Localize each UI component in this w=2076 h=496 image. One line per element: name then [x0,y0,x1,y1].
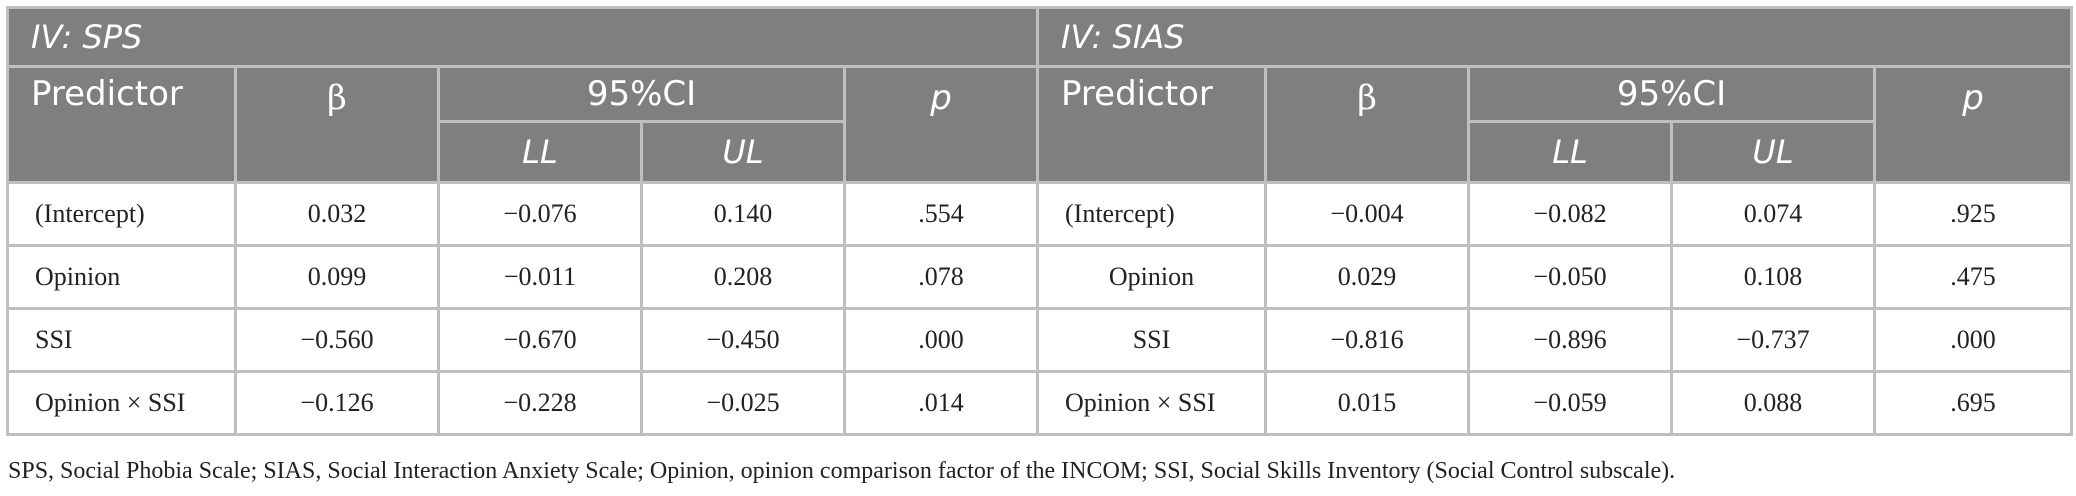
ll-header-sps: LL [437,120,643,184]
predictor-cell: SSI [1036,307,1268,373]
group-header-row: IV: SPS IV: SIAS [5,6,2074,68]
p-cell: .078 [842,244,1040,310]
beta-cell: 0.015 [1264,370,1471,436]
ul-cell: −0.450 [640,307,846,373]
regression-table: IV: SPS IV: SIAS Predictor β 95%CI p Pre… [5,6,2074,436]
predictor-cell: Opinion × SSI [1036,370,1268,436]
p-header-sps: p [842,65,1040,184]
beta-cell: −0.816 [1264,307,1471,373]
predictor-cell: SSI [6,307,237,373]
beta-cell: −0.126 [234,370,440,436]
predictor-cell: (Intercept) [1036,181,1268,247]
ul-cell: −0.737 [1670,307,1877,373]
ul-cell: 0.108 [1670,244,1877,310]
group-title-sps: IV: SPS [5,6,1040,68]
ul-header-sias: UL [1670,120,1877,184]
p-cell: .475 [1873,244,2074,310]
ul-cell: 0.208 [640,244,846,310]
p-header-sias: p [1873,65,2074,184]
ul-cell: −0.025 [640,370,846,436]
p-cell: .695 [1873,370,2074,436]
predictor-cell: Opinion × SSI [6,370,237,436]
ll-cell: −0.896 [1467,307,1674,373]
beta-header-sias: β [1264,65,1471,184]
predictor-header-sps: Predictor [6,65,237,184]
beta-cell: −0.560 [234,307,440,373]
predictor-cell: Opinion [1036,244,1268,310]
beta-cell: 0.099 [234,244,440,310]
ci-subheader-row: LL UL LL UL [8,120,2072,184]
predictor-cell: Opinion [6,244,237,310]
p-cell: .000 [1873,307,2074,373]
ll-cell: −0.059 [1467,370,1674,436]
ci-header-sias: 95%CI [1467,65,1877,123]
p-cell: .925 [1873,181,2074,247]
ul-cell: 0.074 [1670,181,1877,247]
predictor-cell: (Intercept) [6,181,237,247]
beta-cell: 0.032 [234,181,440,247]
table-row: Opinion × SSI −0.126 −0.228 −0.025 .014 … [6,370,2074,436]
beta-header-sps: β [234,65,440,184]
p-cell: .014 [842,370,1040,436]
group-title-sias: IV: SIAS [1036,6,2074,68]
ll-cell: −0.082 [1467,181,1674,247]
ci-header-sps: 95%CI [437,65,846,123]
p-cell: .554 [842,181,1040,247]
table-row: (Intercept) 0.032 −0.076 0.140 .554 (Int… [6,181,2074,247]
ul-header-sps: UL [640,120,846,184]
p-cell: .000 [842,307,1040,373]
beta-cell: −0.004 [1264,181,1471,247]
ll-cell: −0.670 [437,307,643,373]
ll-cell: −0.228 [437,370,643,436]
predictor-header-sias: Predictor [1036,65,1268,184]
ll-cell: −0.011 [437,244,643,310]
ul-cell: 0.088 [1670,370,1877,436]
ll-cell: −0.076 [437,181,643,247]
table-footnote: SPS, Social Phobia Scale; SIAS, Social I… [8,458,1676,484]
ul-cell: 0.140 [640,181,846,247]
ll-header-sias: LL [1467,120,1674,184]
regression-table-container: IV: SPS IV: SIAS Predictor β 95%CI p Pre… [5,6,2074,436]
ll-cell: −0.050 [1467,244,1674,310]
column-header-row: Predictor β 95%CI p Predictor β 95%CI p [6,65,2074,184]
table-row: SSI −0.560 −0.670 −0.450 .000 SSI −0.816… [6,307,2074,373]
beta-cell: 0.029 [1264,244,1471,310]
table-row: Opinion 0.099 −0.011 0.208 .078 Opinion … [6,244,2074,310]
